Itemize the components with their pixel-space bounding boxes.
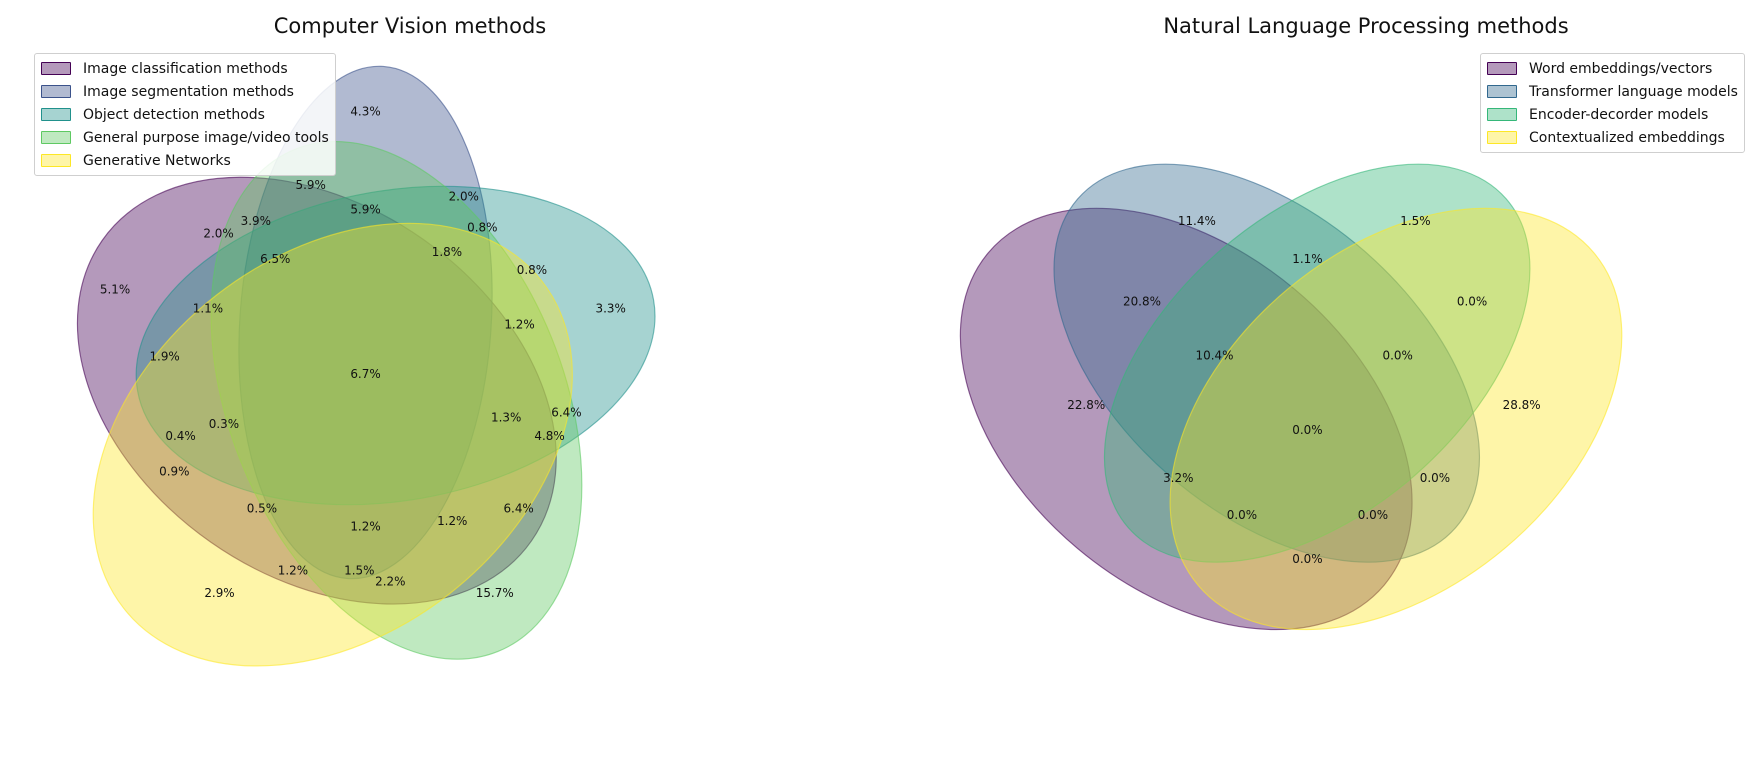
region-percentage-label: 0.5% [247,502,277,516]
region-percentage-label: 0.0% [1227,508,1257,522]
legend-label: General purpose image/video tools [83,129,329,146]
legend-label: Image classification methods [83,60,288,77]
legend-swatch [1487,108,1517,121]
nlp-set-ellipse-2 [1053,163,1481,563]
legend-swatch [41,131,71,144]
region-percentage-label: 3.3% [595,302,625,316]
region-percentage-label: 6.7% [350,367,380,381]
region-percentage-label: 1.2% [437,514,467,528]
legend-item: Image classification methods [41,57,329,80]
legend-label: Transformer language models [1529,83,1738,100]
legend-swatch [1487,62,1517,75]
region-percentage-label: 1.2% [278,564,308,578]
region-percentage-label: 6.4% [503,502,533,516]
cv-venn-diagram: 4.3% 5.9% 2.0% 5.9% 3.9% 2.0% 0.8% 6.5% 1.8% 0.8%… [76,65,656,667]
legend-swatch [41,62,71,75]
legend-swatch [1487,85,1517,98]
region-percentage-label: 20.8% [1123,295,1161,309]
legend-swatch [41,85,71,98]
region-percentage-label: 2.2% [375,574,405,588]
legend-item: Transformer language models [1487,80,1738,103]
nlp-venn-panel: Natural Language Processing methods 11.4… [880,0,1759,781]
cv-set-ellipse-1 [76,176,557,605]
legend-item: Contextualized embeddings [1487,126,1738,149]
legend-swatch [41,108,71,121]
nlp-set-ellipse-1 [959,207,1413,631]
region-percentage-label: 6.5% [260,252,290,266]
nlp-legend: Word embeddings/vectors Transformer lang… [1480,53,1745,153]
nlp-venn-diagram: 11.4% 1.5% 1.1% 20.8% 0.0% 10.4% 0.0% 22.8% 0.0%… [959,163,1623,631]
nlp-chart-title: Natural Language Processing methods [1163,14,1569,38]
legend-label: Generative Networks [83,152,231,169]
region-percentage-label: 0.0% [1292,423,1322,437]
region-percentage-label: 11.4% [1178,214,1216,228]
region-percentage-label: 4.8% [534,429,564,443]
legend-label: Contextualized embeddings [1529,129,1725,146]
cv-legend: Image classification methods Image segme… [34,53,336,176]
region-percentage-label: 1.8% [432,245,462,259]
region-percentage-label: 22.8% [1067,398,1105,412]
legend-item: General purpose image/video tools [41,126,329,149]
legend-label: Word embeddings/vectors [1529,60,1713,77]
cv-venn-panel: Computer Vision methods 4.3% 5.9% 2.0% 5.9%… [34,14,656,667]
region-percentage-label: 5.9% [295,178,325,192]
legend-item: Generative Networks [41,149,329,172]
region-percentage-label: 2.9% [204,586,234,600]
region-percentage-label: 1.5% [1400,214,1430,228]
region-percentage-label: 2.0% [449,189,479,203]
region-percentage-label: 10.4% [1196,349,1234,363]
region-percentage-label: 0.3% [209,417,239,431]
nlp-set-ellipse-4 [1169,207,1623,631]
region-percentage-label: 1.2% [504,318,534,332]
region-percentage-label: 0.0% [1457,295,1487,309]
legend-label: Encoder-decorder models [1529,106,1709,123]
region-percentage-label: 15.7% [476,586,514,600]
region-percentage-label: 3.9% [241,214,271,228]
nlp-set-ellipse-3 [1103,163,1531,563]
legend-label: Object detection methods [83,106,265,123]
region-percentage-label: 5.9% [350,203,380,217]
region-percentage-label: 0.8% [467,220,497,234]
region-percentage-label: 1.9% [149,350,179,364]
legend-item: Image segmentation methods [41,80,329,103]
region-percentage-label: 6.4% [551,405,581,419]
region-percentage-label: 0.8% [517,263,547,277]
region-percentage-label: 4.3% [350,104,380,118]
region-percentage-label: 28.8% [1503,398,1541,412]
cv-set-ellipse-3 [135,185,656,506]
region-percentage-label: 0.4% [165,429,195,443]
legend-item: Object detection methods [41,103,329,126]
legend-label: Image segmentation methods [83,83,294,100]
region-percentage-label: 1.1% [1292,252,1322,266]
cv-set-ellipse-5 [92,222,573,667]
legend-swatch [41,154,71,167]
cv-chart-title: Computer Vision methods [273,14,547,38]
region-percentage-label: 1.2% [350,519,380,533]
legend-swatch [1487,131,1517,144]
region-percentage-label: 0.0% [1358,508,1388,522]
cv-set-ellipse-2 [238,65,493,580]
legend-item: Word embeddings/vectors [1487,57,1738,80]
region-percentage-label: 2.0% [203,226,233,240]
region-percentage-label: 1.5% [344,564,374,578]
region-percentage-label: 5.1% [100,282,130,296]
region-percentage-label: 0.0% [1420,471,1450,485]
region-percentage-label: 0.0% [1292,552,1322,566]
region-percentage-label: 1.3% [491,411,521,425]
legend-item: Encoder-decorder models [1487,103,1738,126]
region-percentage-label: 0.9% [159,465,189,479]
region-percentage-label: 3.2% [1163,471,1193,485]
region-percentage-label: 0.0% [1383,349,1413,363]
region-percentage-label: 1.1% [193,302,223,316]
